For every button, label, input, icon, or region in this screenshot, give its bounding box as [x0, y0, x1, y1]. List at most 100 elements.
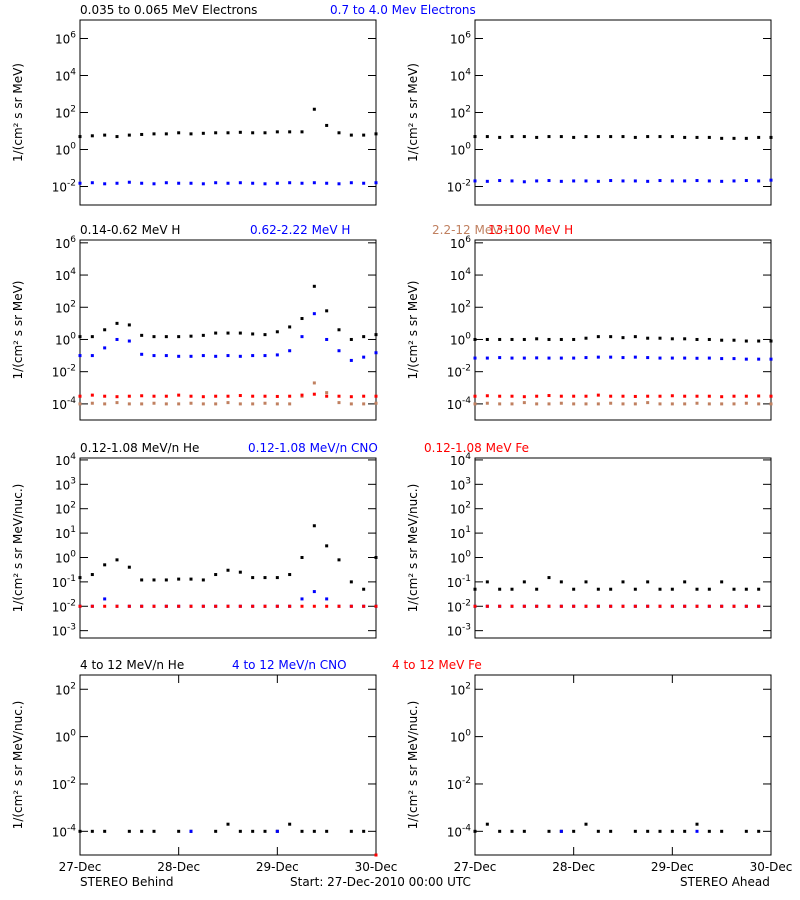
data-point	[90, 354, 94, 358]
data-point	[115, 337, 119, 341]
y-axis-label: 1/(cm² s sr MeV/nuc.)	[11, 701, 25, 830]
data-point	[572, 829, 576, 833]
data-point	[103, 604, 107, 608]
x-tick-label: 29-Dec	[651, 860, 694, 874]
y-tick-label: 102	[55, 501, 76, 517]
data-point	[152, 578, 156, 582]
y-tick-label: 102	[55, 105, 76, 121]
data-point	[473, 179, 477, 183]
data-point	[238, 354, 242, 358]
data-point	[251, 131, 255, 135]
data-point	[226, 331, 230, 335]
data-point	[633, 335, 637, 339]
data-point	[152, 182, 156, 186]
data-point	[349, 829, 353, 833]
data-point	[226, 394, 230, 398]
data-point	[300, 555, 304, 559]
data-point	[263, 576, 267, 580]
data-point	[140, 394, 144, 398]
data-point	[485, 401, 489, 405]
data-point	[547, 402, 551, 406]
data-point	[584, 402, 588, 406]
data-point	[349, 395, 353, 399]
data-point	[547, 604, 551, 608]
data-point	[164, 394, 168, 398]
data-point	[374, 604, 378, 608]
data-point	[498, 337, 502, 341]
data-point	[757, 829, 761, 833]
y-tick-label: 10-1	[52, 574, 76, 590]
data-point	[559, 356, 563, 360]
data-point	[732, 394, 736, 398]
data-point	[559, 580, 563, 584]
data-point	[633, 179, 637, 183]
y-tick-label: 106	[55, 235, 76, 251]
data-point	[720, 829, 724, 833]
data-point	[572, 587, 576, 591]
y-tick-label: 100	[55, 729, 76, 745]
y-tick-label: 102	[450, 681, 471, 697]
data-point	[140, 181, 144, 185]
data-point	[90, 829, 94, 833]
y-tick-label: 10-3	[52, 623, 76, 639]
data-point	[263, 394, 267, 398]
data-point	[300, 335, 304, 339]
data-point	[214, 829, 218, 833]
data-point	[744, 179, 748, 183]
data-point	[572, 356, 576, 360]
data-point	[374, 132, 378, 136]
data-point	[510, 356, 514, 360]
data-point	[238, 829, 242, 833]
data-point	[510, 337, 514, 341]
y-axis-label: 1/(cm² s sr MeV/nuc.)	[11, 484, 25, 613]
data-point	[683, 580, 687, 584]
data-point	[300, 829, 304, 833]
y-tick-label: 102	[450, 299, 471, 315]
data-point	[325, 309, 329, 313]
data-point	[695, 394, 699, 398]
data-point	[522, 604, 526, 608]
data-point	[275, 330, 279, 334]
data-point	[90, 181, 94, 185]
data-point	[164, 578, 168, 582]
data-point	[720, 604, 724, 608]
data-point	[535, 394, 539, 398]
data-point	[214, 402, 218, 406]
data-point	[547, 356, 551, 360]
data-point	[349, 133, 353, 137]
data-point	[90, 573, 94, 577]
data-point	[275, 130, 279, 134]
y-tick-label: 100	[450, 549, 471, 565]
data-point	[498, 356, 502, 360]
data-point	[140, 829, 144, 833]
data-point	[201, 333, 205, 337]
data-point	[646, 179, 650, 183]
data-point	[251, 829, 255, 833]
data-point	[609, 135, 613, 139]
y-axis-label: 1/(cm² s sr MeV/nuc.)	[406, 701, 420, 830]
data-point	[547, 337, 551, 341]
data-point	[572, 394, 576, 398]
legend-entry: 0.12-1.08 MeV Fe	[424, 441, 529, 455]
data-point	[238, 394, 242, 398]
data-point	[374, 394, 378, 398]
data-point	[695, 135, 699, 139]
plot-frame	[474, 19, 772, 206]
y-tick-label: 100	[450, 331, 471, 347]
data-point	[263, 829, 267, 833]
data-point	[115, 558, 119, 562]
legend-entry: 0.7 to 4.0 Mev Electrons	[330, 3, 476, 17]
data-point	[720, 395, 724, 399]
y-tick-label: 10-2	[447, 179, 471, 195]
data-point	[325, 544, 329, 548]
data-point	[103, 182, 107, 186]
data-point	[707, 135, 711, 139]
y-tick-label: 10-2	[447, 598, 471, 614]
data-point	[263, 604, 267, 608]
data-point	[349, 604, 353, 608]
data-point	[127, 402, 131, 406]
data-point	[658, 587, 662, 591]
footer-left: STEREO Behind	[80, 875, 174, 889]
data-point	[658, 402, 662, 406]
legend-entry: 4 to 12 MeV/n CNO	[232, 658, 347, 672]
